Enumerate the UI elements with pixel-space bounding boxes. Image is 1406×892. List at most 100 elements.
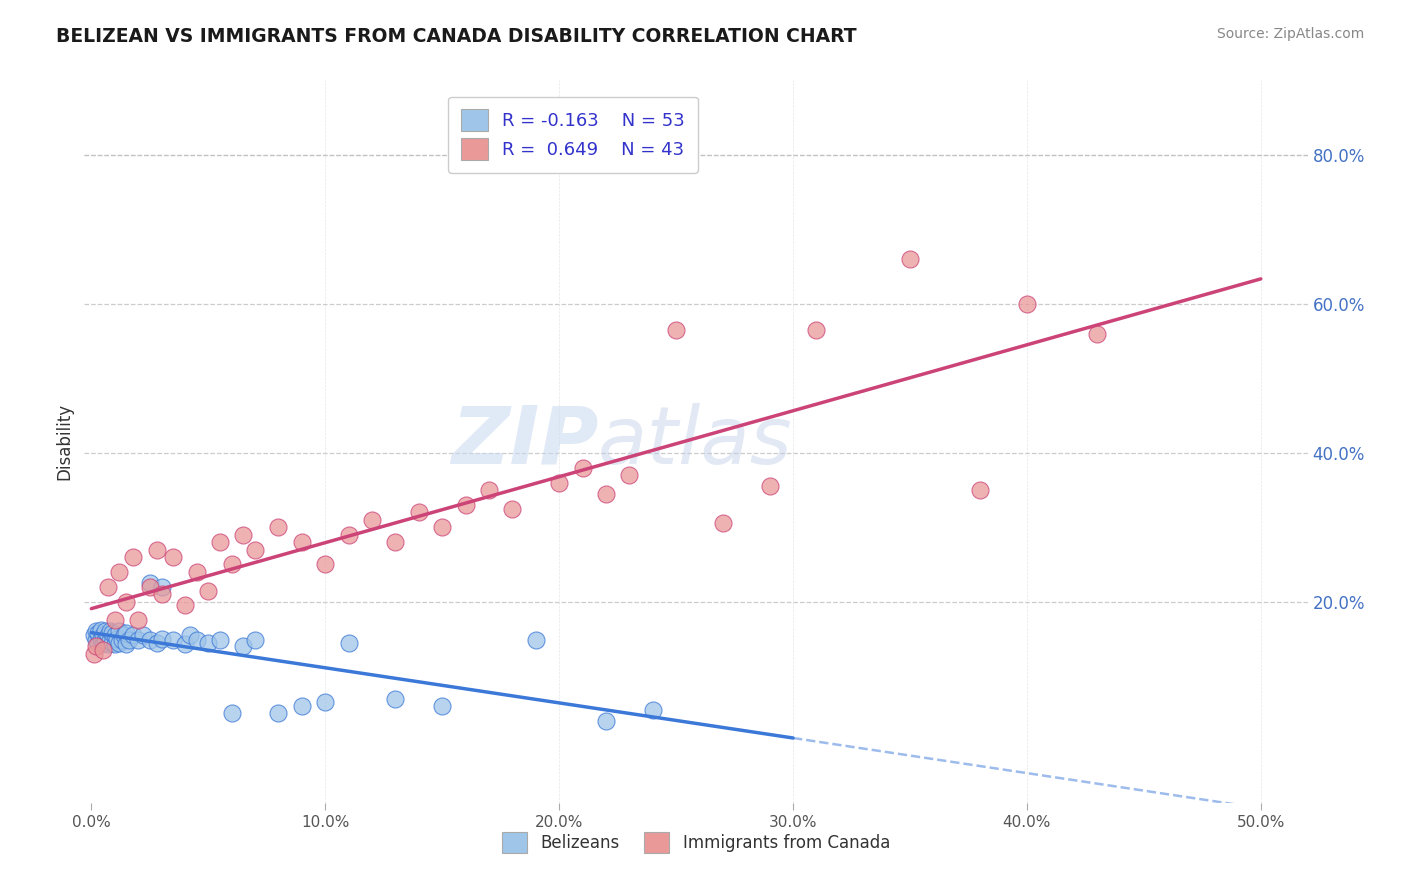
Point	[91, 635, 114, 649]
Point	[146, 635, 169, 649]
Point	[291, 698, 314, 713]
Point	[243, 542, 266, 557]
Point	[111, 633, 134, 648]
Point	[98, 624, 121, 639]
Point	[127, 633, 149, 648]
Point	[208, 633, 231, 648]
Text: ZIP: ZIP	[451, 402, 598, 481]
Point	[314, 558, 336, 572]
Point	[97, 637, 120, 651]
Point	[179, 628, 201, 642]
Point	[146, 542, 169, 557]
Point	[101, 635, 124, 649]
Point	[197, 583, 219, 598]
Point	[104, 613, 127, 627]
Point	[232, 527, 254, 541]
Point	[101, 626, 124, 640]
Point	[232, 640, 254, 654]
Point	[186, 633, 208, 648]
Text: Source: ZipAtlas.com: Source: ZipAtlas.com	[1216, 27, 1364, 41]
Point	[221, 558, 243, 572]
Point	[641, 703, 664, 717]
Point	[548, 475, 571, 490]
Point	[361, 513, 384, 527]
Point	[898, 252, 921, 266]
Point	[1085, 326, 1108, 341]
Point	[118, 633, 141, 648]
Point	[139, 576, 162, 591]
Point	[104, 637, 127, 651]
Point	[90, 632, 112, 646]
Point	[174, 637, 197, 651]
Point	[501, 501, 523, 516]
Point	[208, 535, 231, 549]
Y-axis label: Disability: Disability	[55, 403, 73, 480]
Point	[91, 628, 114, 642]
Point	[524, 633, 547, 648]
Point	[806, 323, 828, 337]
Point	[94, 633, 117, 648]
Point	[115, 637, 138, 651]
Point	[132, 628, 155, 642]
Point	[454, 498, 477, 512]
Point	[595, 714, 617, 728]
Point	[108, 565, 131, 579]
Point	[112, 628, 135, 642]
Point	[87, 635, 110, 649]
Point	[139, 633, 162, 648]
Point	[619, 468, 641, 483]
Point	[91, 643, 114, 657]
Point	[122, 549, 145, 564]
Point	[84, 640, 107, 654]
Point	[97, 580, 120, 594]
Point	[969, 483, 991, 497]
Point	[150, 580, 173, 594]
Point	[267, 706, 290, 721]
Point	[115, 626, 138, 640]
Point	[337, 635, 360, 649]
Point	[595, 486, 617, 500]
Point	[478, 483, 501, 497]
Point	[665, 323, 688, 337]
Point	[221, 706, 243, 721]
Point	[314, 695, 336, 709]
Point	[408, 505, 430, 519]
Point	[267, 520, 290, 534]
Point	[83, 647, 105, 661]
Point	[384, 535, 406, 549]
Point	[162, 633, 184, 648]
Point	[127, 613, 149, 627]
Point	[84, 624, 107, 639]
Point	[186, 565, 208, 579]
Text: atlas: atlas	[598, 402, 793, 481]
Point	[291, 535, 314, 549]
Point	[1015, 297, 1038, 311]
Point	[162, 549, 184, 564]
Point	[98, 633, 121, 648]
Point	[104, 628, 127, 642]
Point	[243, 633, 266, 648]
Point	[90, 623, 112, 637]
Point	[122, 628, 145, 642]
Point	[87, 626, 110, 640]
Point	[105, 632, 128, 646]
Point	[432, 698, 454, 713]
Point	[84, 633, 107, 648]
Point	[432, 520, 454, 534]
Point	[97, 628, 120, 642]
Point	[150, 632, 173, 646]
Point	[174, 599, 197, 613]
Point	[94, 624, 117, 639]
Point	[337, 527, 360, 541]
Text: BELIZEAN VS IMMIGRANTS FROM CANADA DISABILITY CORRELATION CHART: BELIZEAN VS IMMIGRANTS FROM CANADA DISAB…	[56, 27, 856, 45]
Point	[115, 595, 138, 609]
Point	[384, 691, 406, 706]
Point	[139, 580, 162, 594]
Point	[108, 624, 131, 639]
Point	[150, 587, 173, 601]
Point	[197, 635, 219, 649]
Point	[758, 479, 780, 493]
Point	[108, 635, 131, 649]
Point	[571, 460, 593, 475]
Point	[711, 516, 734, 531]
